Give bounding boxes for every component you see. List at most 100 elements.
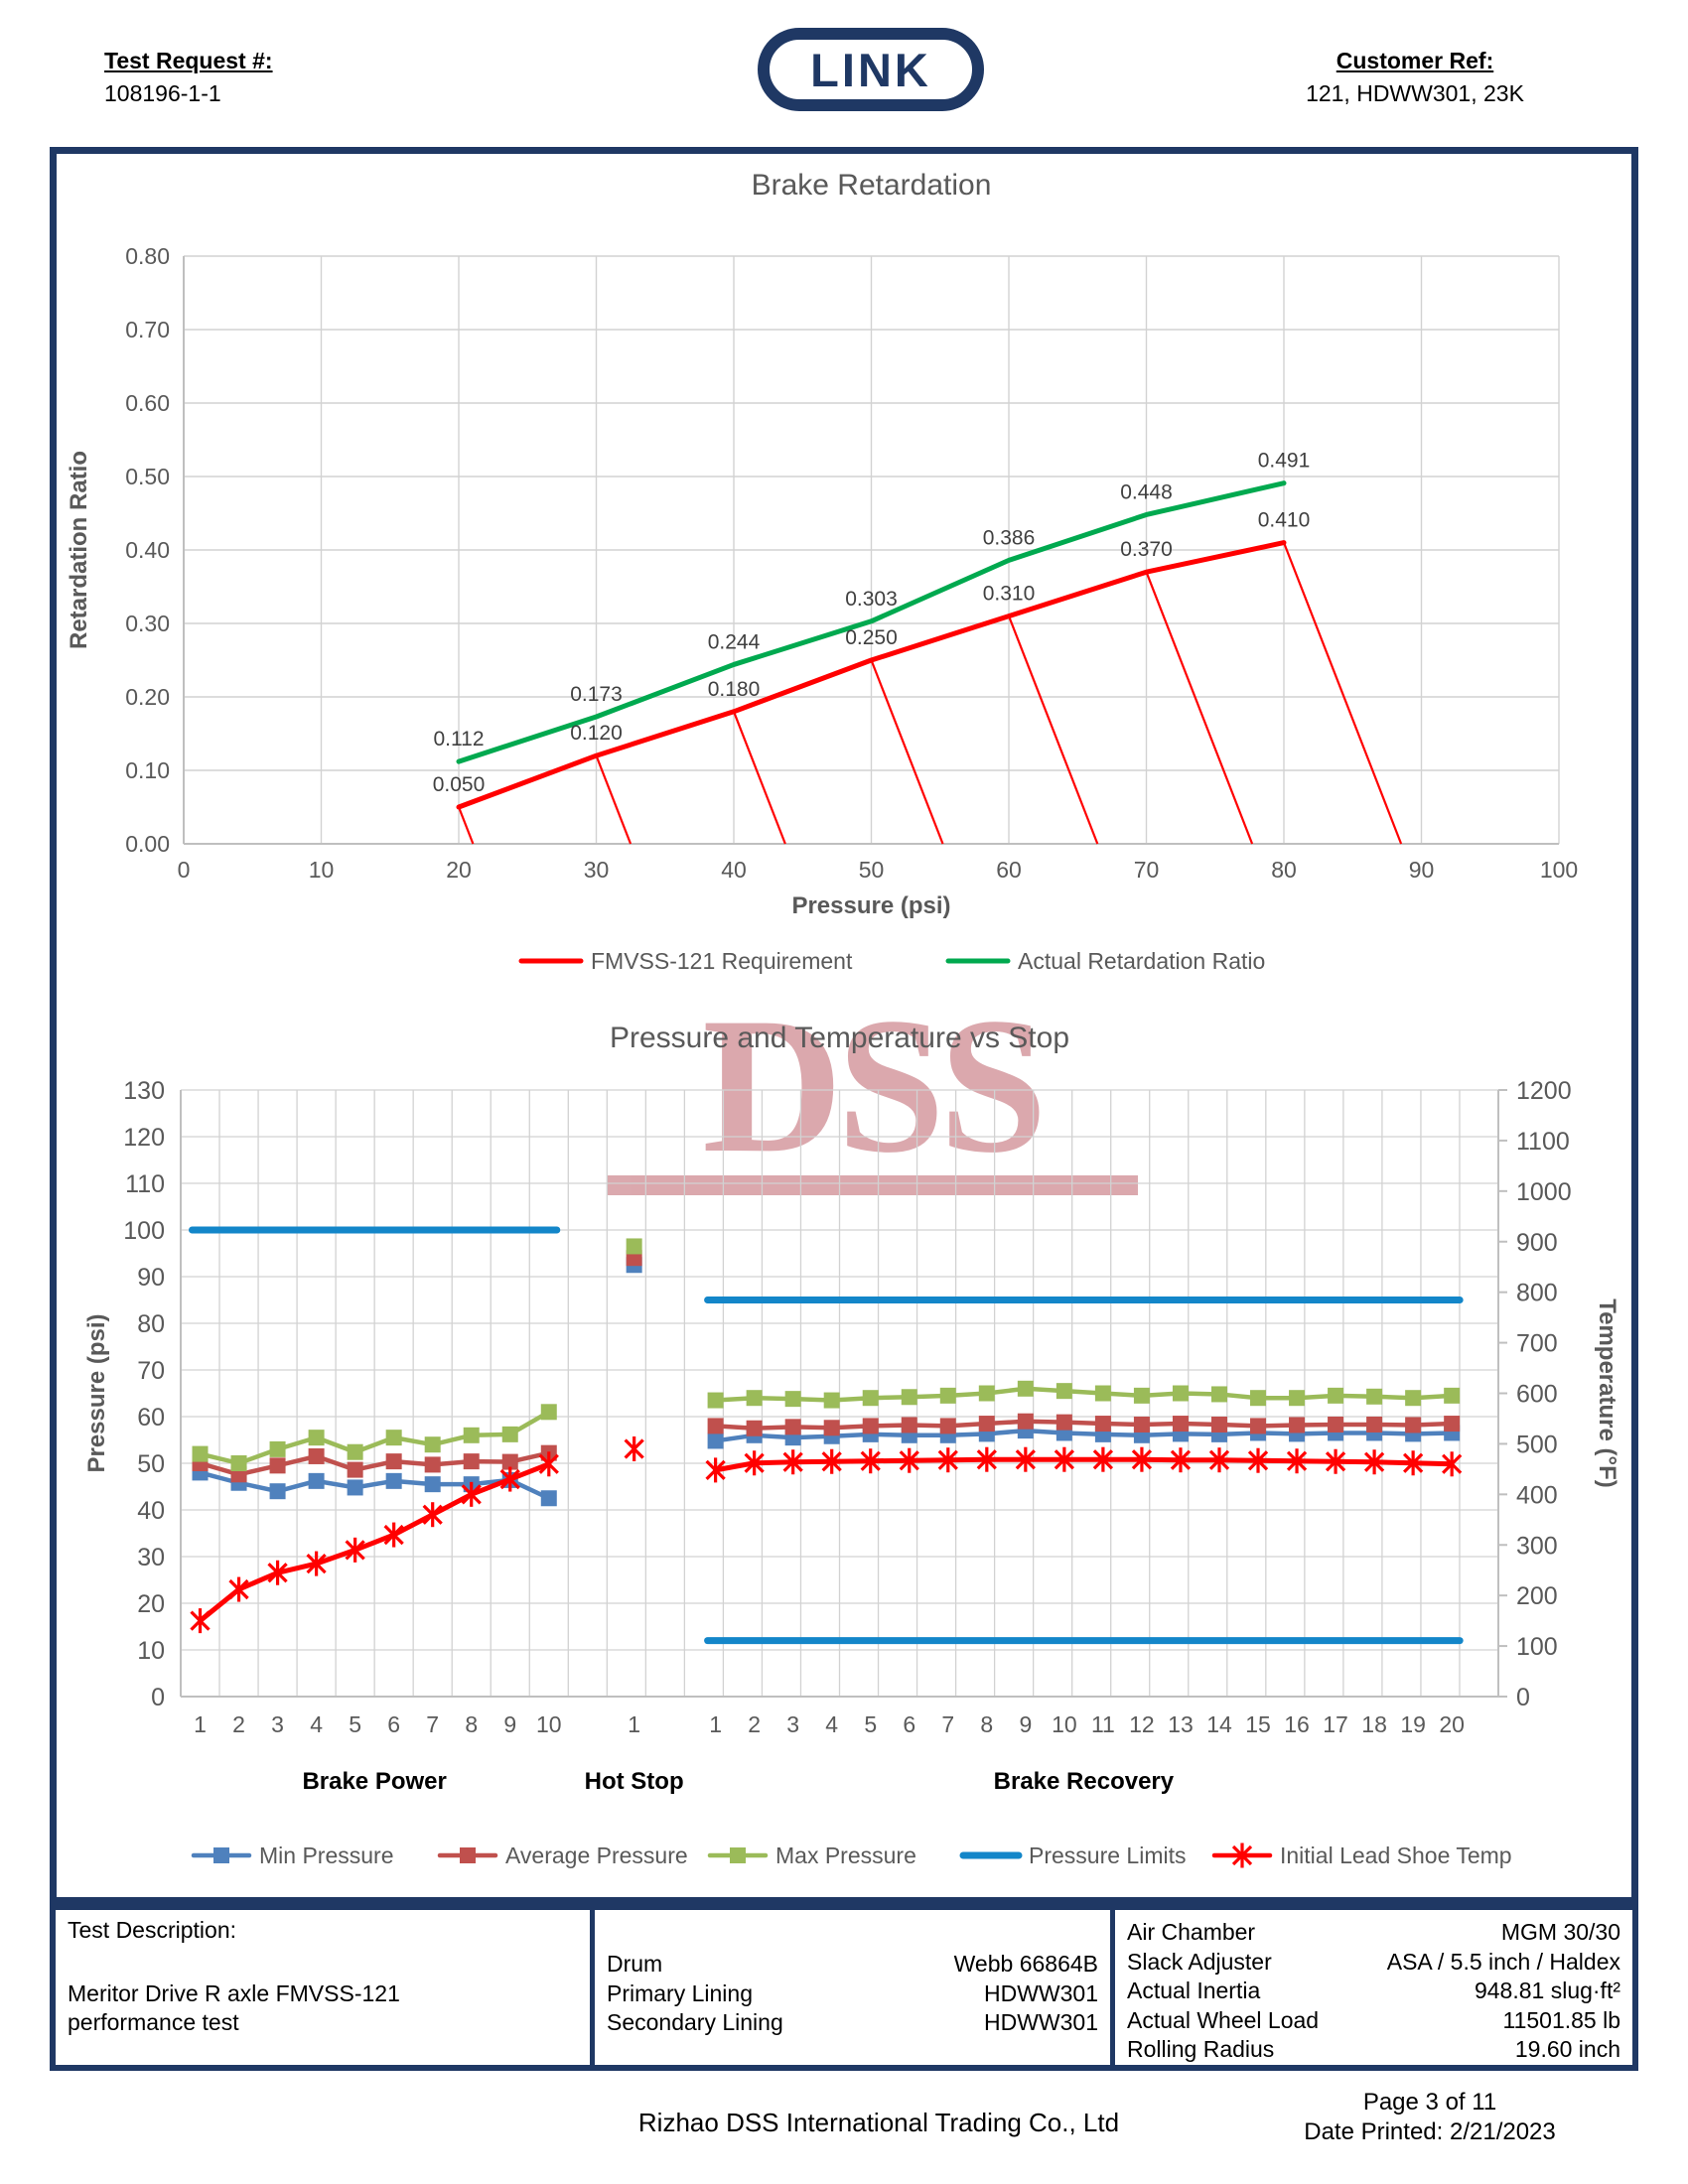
svg-text:Actual Retardation Ratio: Actual Retardation Ratio <box>1018 948 1265 974</box>
test-request-value: 108196-1-1 <box>104 80 221 106</box>
svg-text:0.250: 0.250 <box>845 626 898 649</box>
chart1-y-axis-label: Retardation Ratio <box>66 451 92 649</box>
link-logo: LINK <box>758 28 984 111</box>
svg-text:0.70: 0.70 <box>125 317 170 342</box>
svg-text:9: 9 <box>1019 1711 1032 1737</box>
max-pressure-series <box>192 1238 1461 1471</box>
test-description-line1: Meritor Drive R axle FMVSS-121 <box>68 1980 400 2006</box>
svg-text:1100: 1100 <box>1516 1128 1570 1156</box>
svg-text:30: 30 <box>137 1544 165 1571</box>
table-row: Slack Adjuster ASA / 5.5 inch / Haldex <box>1127 1948 1620 1978</box>
svg-text:0.180: 0.180 <box>708 678 761 701</box>
chart2-category-labels: 1 2 3 4 5 6 7 8 9 10 1 1 2 3 4 5 6 7 8 9 10 11 12 13 14 15 16 17 18 1… <box>194 1711 1465 1737</box>
table-row: Rolling Radius 19.60 inch <box>1127 2035 1620 2065</box>
svg-text:15: 15 <box>1245 1711 1271 1737</box>
svg-text:50: 50 <box>137 1450 165 1478</box>
table-row: Air Chamber MGM 30/30 <box>1127 1918 1620 1948</box>
svg-text:0.80: 0.80 <box>125 243 170 269</box>
svg-text:4: 4 <box>310 1711 323 1737</box>
chart1-legend: FMVSS-121 Requirement Actual Retardation … <box>518 948 1265 974</box>
svg-text:11: 11 <box>1091 1711 1115 1737</box>
chart2-left-axis-ticks: 0 10 20 30 40 50 60 70 80 90 100 110 120 130 <box>123 1077 165 1711</box>
svg-text:50: 50 <box>859 857 885 883</box>
svg-text:60: 60 <box>137 1404 165 1432</box>
chart1-y-ticks: 0.00 0.10 0.20 0.30 0.40 0.50 0.60 0.70 0.80 <box>125 243 170 857</box>
svg-text:0.173: 0.173 <box>570 683 623 706</box>
svg-text:70: 70 <box>137 1357 165 1385</box>
svg-text:90: 90 <box>137 1264 165 1292</box>
svg-text:40: 40 <box>721 857 747 883</box>
svg-text:100: 100 <box>1516 1633 1558 1661</box>
svg-text:12: 12 <box>1129 1711 1155 1737</box>
svg-text:0.112: 0.112 <box>434 728 485 751</box>
svg-text:Hot Stop: Hot Stop <box>585 1768 684 1795</box>
svg-text:0.491: 0.491 <box>1258 450 1311 473</box>
svg-text:6: 6 <box>387 1711 400 1737</box>
svg-text:40: 40 <box>137 1497 165 1525</box>
svg-text:1: 1 <box>709 1711 722 1737</box>
svg-text:130: 130 <box>123 1077 165 1105</box>
svg-text:300: 300 <box>1516 1532 1558 1560</box>
actual-wheel-load-value: 11501.85 lb <box>1502 2006 1620 2033</box>
svg-text:3: 3 <box>271 1711 284 1737</box>
test-description-label: Test Description: <box>68 1917 237 1943</box>
svg-text:3: 3 <box>786 1711 799 1737</box>
svg-text:0.00: 0.00 <box>125 831 170 857</box>
svg-text:Brake Recovery: Brake Recovery <box>994 1768 1175 1795</box>
initial-lead-shoe-temp-series <box>190 1436 1463 1634</box>
customer-ref-value: 121, HDWW301, 23K <box>1306 80 1524 106</box>
parameters-cell: Air Chamber MGM 30/30 Slack Adjuster ASA… <box>1110 1910 1632 2065</box>
svg-text:100: 100 <box>123 1217 165 1245</box>
customer-ref-block: Customer Ref: 121, HDWW301, 23K <box>1261 48 1569 107</box>
svg-text:20: 20 <box>446 857 472 883</box>
table-row: Primary Lining HDWW301 <box>607 1979 1098 2009</box>
chart1-x-ticks: 0 10 20 30 40 50 60 70 80 90 100 <box>178 857 1579 883</box>
charts-border-box <box>50 147 1638 1904</box>
svg-text:0.370: 0.370 <box>1120 538 1173 561</box>
pressure-limits-series <box>189 1226 1464 1645</box>
slack-adjuster-label: Slack Adjuster <box>1127 1948 1272 1975</box>
drum-value: Webb 66864B <box>953 1951 1098 1977</box>
footer-pagination: Page 3 of 11 Date Printed: 2/21/2023 <box>1291 2088 1569 2147</box>
svg-text:2: 2 <box>232 1711 245 1737</box>
hardware-cell: Drum Webb 66864B Primary Lining HDWW301 … <box>590 1910 1110 2065</box>
actual-inertia-value: 948.81 slug·ft² <box>1474 1978 1620 2003</box>
fmvss-requirement-series <box>456 540 1287 810</box>
footer-company: Rizhao DSS International Trading Co., Lt… <box>637 2108 1120 2137</box>
chart1-title: Brake Retardation <box>752 169 992 202</box>
svg-text:Pressure Limits: Pressure Limits <box>1029 1843 1186 1868</box>
slack-adjuster-value: ASA / 5.5 inch / Haldex <box>1386 1948 1620 1975</box>
svg-text:5: 5 <box>864 1711 877 1737</box>
air-chamber-value: MGM 30/30 <box>1500 1919 1620 1945</box>
svg-text:700: 700 <box>1516 1330 1558 1358</box>
svg-text:20: 20 <box>137 1590 165 1618</box>
svg-text:1: 1 <box>194 1711 207 1737</box>
svg-text:500: 500 <box>1516 1431 1558 1458</box>
chart2-title: Pressure and Temperature vs Stop <box>610 1022 1069 1054</box>
svg-text:90: 90 <box>1409 857 1435 883</box>
chart2-right-axis-ticks: 0 100 200 300 400 500 600 700 800 900 1000 1100 1200 <box>1498 1077 1572 1711</box>
svg-text:0.30: 0.30 <box>125 611 170 636</box>
svg-text:110: 110 <box>125 1170 165 1198</box>
svg-text:5: 5 <box>349 1711 361 1737</box>
fmvss-hatch-lines <box>457 542 1403 845</box>
test-description-line2: performance test <box>68 2009 239 2035</box>
svg-text:10: 10 <box>1052 1711 1077 1737</box>
chart2-section-labels: Brake Power Hot Stop Brake Recovery <box>302 1768 1174 1795</box>
actual-inertia-label: Actual Inertia <box>1127 1978 1261 2003</box>
test-description-cell: Test Description: Meritor Drive R axle F… <box>56 1910 590 2065</box>
chart2-legend: Min Pressure Average Pressure Max Pressure… <box>191 1843 1512 1868</box>
primary-lining-label: Primary Lining <box>607 1979 753 2006</box>
primary-lining-value: HDWW301 <box>983 1979 1098 2006</box>
chart2-left-axis-label: Pressure (psi) <box>83 1313 110 1472</box>
svg-text:0.60: 0.60 <box>125 390 170 416</box>
svg-text:0.448: 0.448 <box>1120 480 1173 503</box>
svg-text:Average Pressure: Average Pressure <box>505 1843 688 1868</box>
svg-text:0: 0 <box>1516 1684 1530 1711</box>
svg-text:17: 17 <box>1323 1711 1348 1737</box>
actual-retardation-series <box>456 480 1287 764</box>
svg-text:Brake Power: Brake Power <box>302 1768 446 1795</box>
secondary-lining-label: Secondary Lining <box>607 2009 783 2035</box>
svg-text:8: 8 <box>465 1711 478 1737</box>
